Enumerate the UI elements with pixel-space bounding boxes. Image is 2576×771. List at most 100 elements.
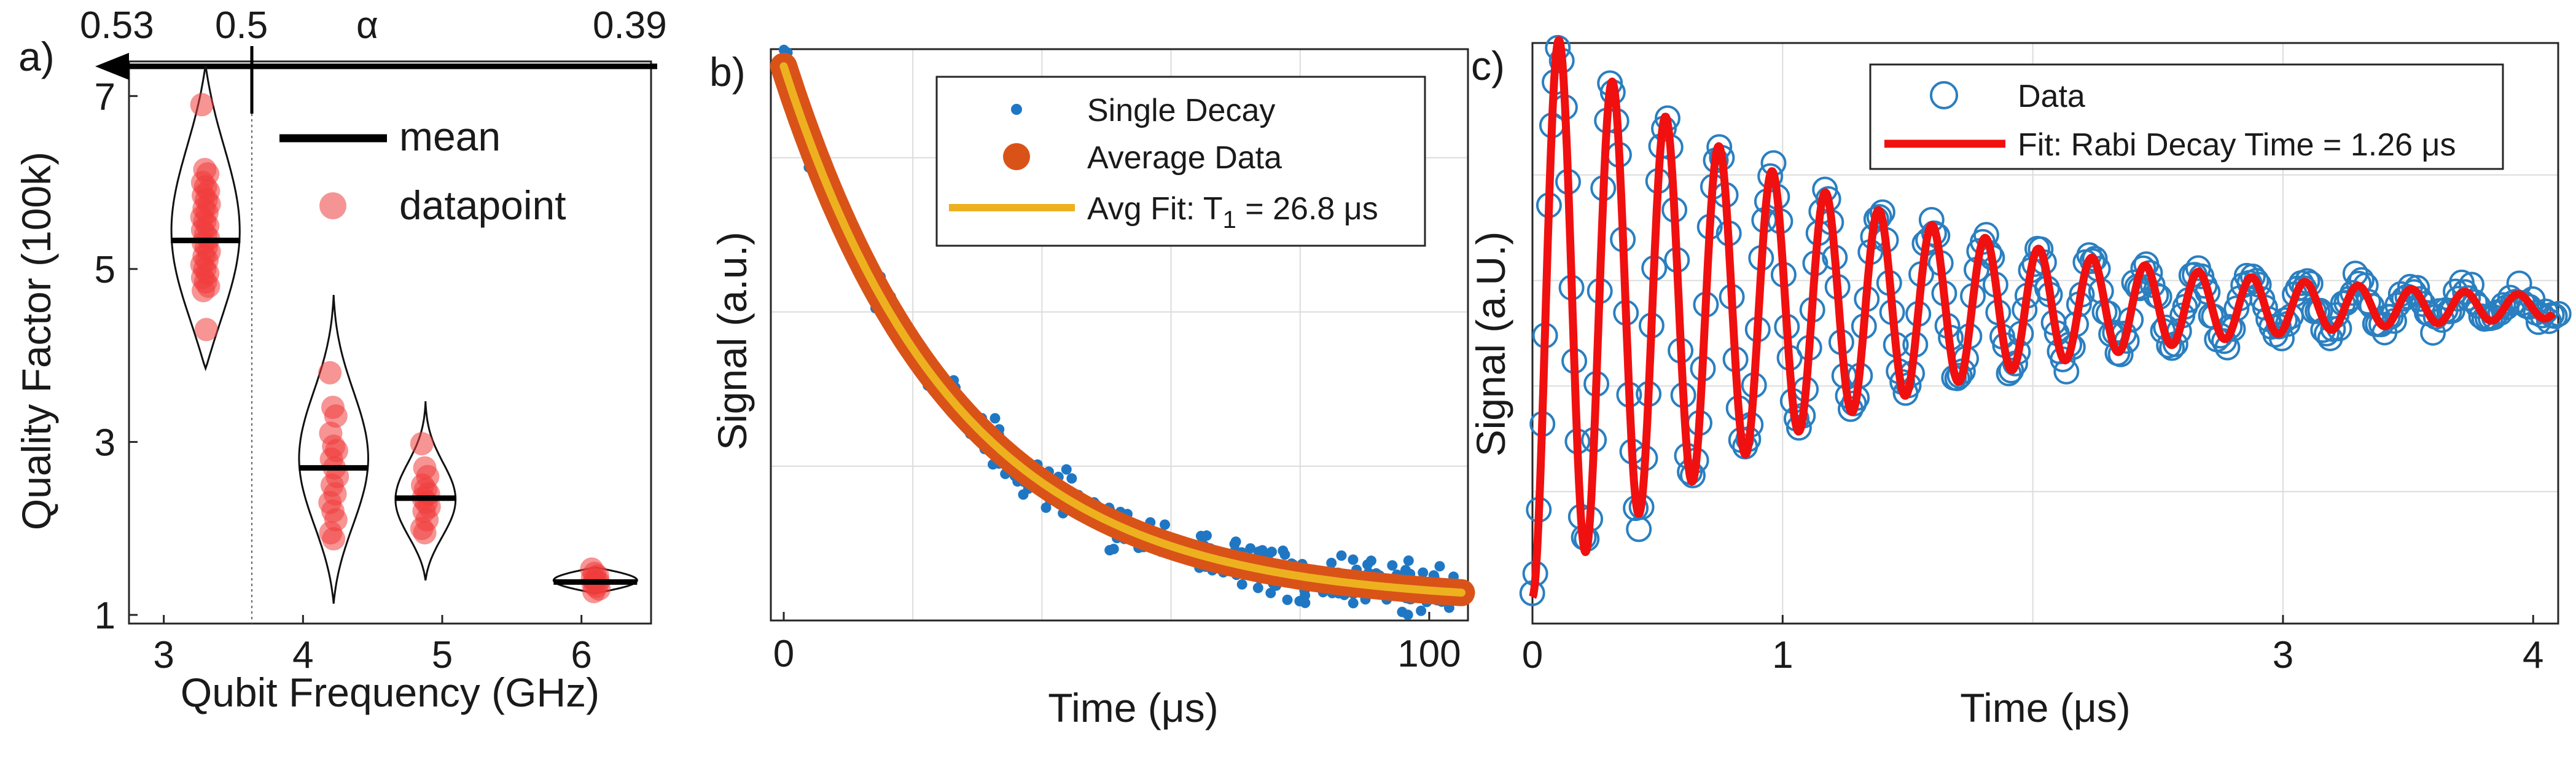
rabi-data-point — [2407, 286, 2434, 312]
panel-c-label: c) — [1471, 43, 1505, 88]
violin-datapoint — [318, 361, 342, 385]
panel-c-data — [1519, 34, 2572, 606]
alpha-tick-0: 0.53 — [80, 4, 154, 47]
single-decay-point — [1066, 473, 1077, 484]
single-decay-point — [1108, 544, 1119, 555]
panel-b-label: b) — [709, 49, 746, 95]
rabi-fit-curve — [1529, 36, 2557, 600]
legend-average-data-label: Average Data — [1087, 140, 1282, 176]
panel-a-plot-frame — [128, 60, 652, 625]
single-decay-point — [1195, 531, 1206, 541]
single-decay-point — [1278, 546, 1289, 556]
rabi-data-point — [2159, 335, 2185, 361]
single-decay-point — [1365, 555, 1376, 566]
panel-a-label: a) — [18, 34, 55, 79]
rabi-data-point — [2079, 248, 2106, 274]
avg-fit-curve — [779, 62, 1466, 597]
legend-avg-fit-label: Avg Fit: T1 = 26.8 μs — [1087, 191, 1378, 233]
single-decay-point — [1397, 606, 1408, 617]
single-decay-point — [1434, 561, 1445, 572]
single-decay-point — [1230, 536, 1241, 547]
rabi-data-point — [1946, 362, 1973, 389]
single-decay-point — [1418, 567, 1429, 578]
legend-datapoint-label: datapoint — [399, 182, 566, 228]
alpha-tick-2: 0.39 — [593, 4, 667, 47]
panel-b-data — [770, 44, 1475, 620]
panel-c-xtick-label: 4 — [2523, 634, 2543, 676]
legend-rabi-fit-label: Fit: Rabi Decay Time = 1.26 μs — [2018, 127, 2456, 163]
panel-c-legend-box — [1869, 63, 2504, 170]
violin-datapoint — [192, 279, 216, 303]
single-decay-point — [1061, 464, 1072, 475]
single-decay-point — [1300, 597, 1311, 608]
violin-datapoint — [190, 93, 214, 117]
panel-b-ylabel: Signal (a.u.) — [709, 232, 755, 450]
panel-a-xlabel: Qubit Frequency (GHz) — [181, 670, 599, 715]
legend-mean-label: mean — [399, 114, 501, 159]
panel-a-violins — [170, 65, 638, 604]
single-decay-point — [1348, 598, 1359, 609]
single-decay-point — [989, 413, 1001, 424]
single-decay-point — [1403, 555, 1414, 566]
single-decay-point — [1252, 582, 1263, 593]
single-decay-point — [1245, 543, 1256, 554]
panel-c-xtick-label: 1 — [1772, 634, 1793, 676]
single-decay-point — [1300, 590, 1311, 601]
panel-c-xlabel: Time (μs) — [1960, 685, 2131, 730]
legend-single-decay-label: Single Decay — [1087, 93, 1275, 128]
panel-b-plot-frame — [770, 48, 1469, 622]
panel-c-ylabel: Signal (a.U.) — [1468, 232, 1513, 457]
panel-c-xtick-label: 3 — [2273, 634, 2293, 676]
panel-c: c) 0 1 3 4 Data Fit: Rabi Decay Time = 1.26… — [1468, 34, 2572, 730]
alpha-axis-label: α — [356, 4, 378, 47]
single-decay-point — [1326, 557, 1337, 568]
panel-a-ytick-label: 5 — [95, 249, 115, 291]
legend-average-data-swatch — [1003, 143, 1030, 170]
violin-datapoint — [413, 521, 437, 545]
violin-datapoint — [322, 527, 346, 551]
panel-a-xtick-label: 5 — [432, 634, 453, 676]
single-decay-point — [1267, 546, 1277, 557]
single-decay-point — [778, 44, 789, 55]
rabi-data-point — [1866, 204, 1892, 230]
single-decay-point — [1387, 560, 1398, 571]
single-decay-point — [1336, 550, 1347, 561]
panel-b-xtick-label: 0 — [773, 633, 794, 675]
panel-a-ytick-label: 7 — [95, 76, 115, 118]
single-decay-point — [1348, 554, 1359, 565]
panel-b-xtick-label: 100 — [1397, 633, 1461, 675]
panel-a-xtick-label: 4 — [292, 634, 313, 676]
panel-b-xlabel: Time (μs) — [1048, 685, 1219, 730]
panel-a-ytick-label: 3 — [95, 421, 115, 464]
alpha-tick-1: 0.5 — [215, 4, 268, 47]
violin-datapoint — [582, 579, 606, 603]
panel-a-xtick-label: 6 — [571, 634, 591, 676]
panel-c-ticks: 0 1 3 4 — [1522, 615, 2544, 676]
rabi-data-point — [1626, 516, 1652, 542]
legend-single-decay-swatch — [1011, 104, 1022, 115]
rabi-data-point — [2239, 264, 2266, 289]
single-decay-point — [1254, 546, 1265, 557]
rabi-data-point — [1998, 358, 2024, 384]
single-decay-point — [1265, 587, 1276, 598]
legend-data-swatch — [1930, 81, 1958, 109]
panel-b: b) 0 100 Single Decay Average Data Avg Fi… — [709, 44, 1475, 730]
single-decay-point — [1282, 594, 1293, 605]
panel-b-ticks: 0 100 — [773, 612, 1461, 675]
legend-data-label: Data — [2018, 79, 2085, 114]
panel-a-ytick-label: 1 — [95, 595, 115, 637]
legend-datapoint-swatch — [319, 192, 346, 219]
single-decay-point — [1416, 605, 1427, 616]
panel-a-ylabel: Quality Factor (100k) — [14, 152, 59, 530]
single-decay-point — [1236, 579, 1247, 590]
violin-datapoint — [194, 318, 218, 342]
panel-a-xtick-label: 3 — [153, 634, 174, 676]
alpha-axis-arrowhead — [95, 53, 129, 80]
single-decay-point — [1018, 489, 1029, 500]
rabi-data-point — [2294, 268, 2320, 294]
single-decay-point — [1160, 519, 1170, 530]
panel-c-xtick-label: 0 — [1522, 634, 1543, 676]
